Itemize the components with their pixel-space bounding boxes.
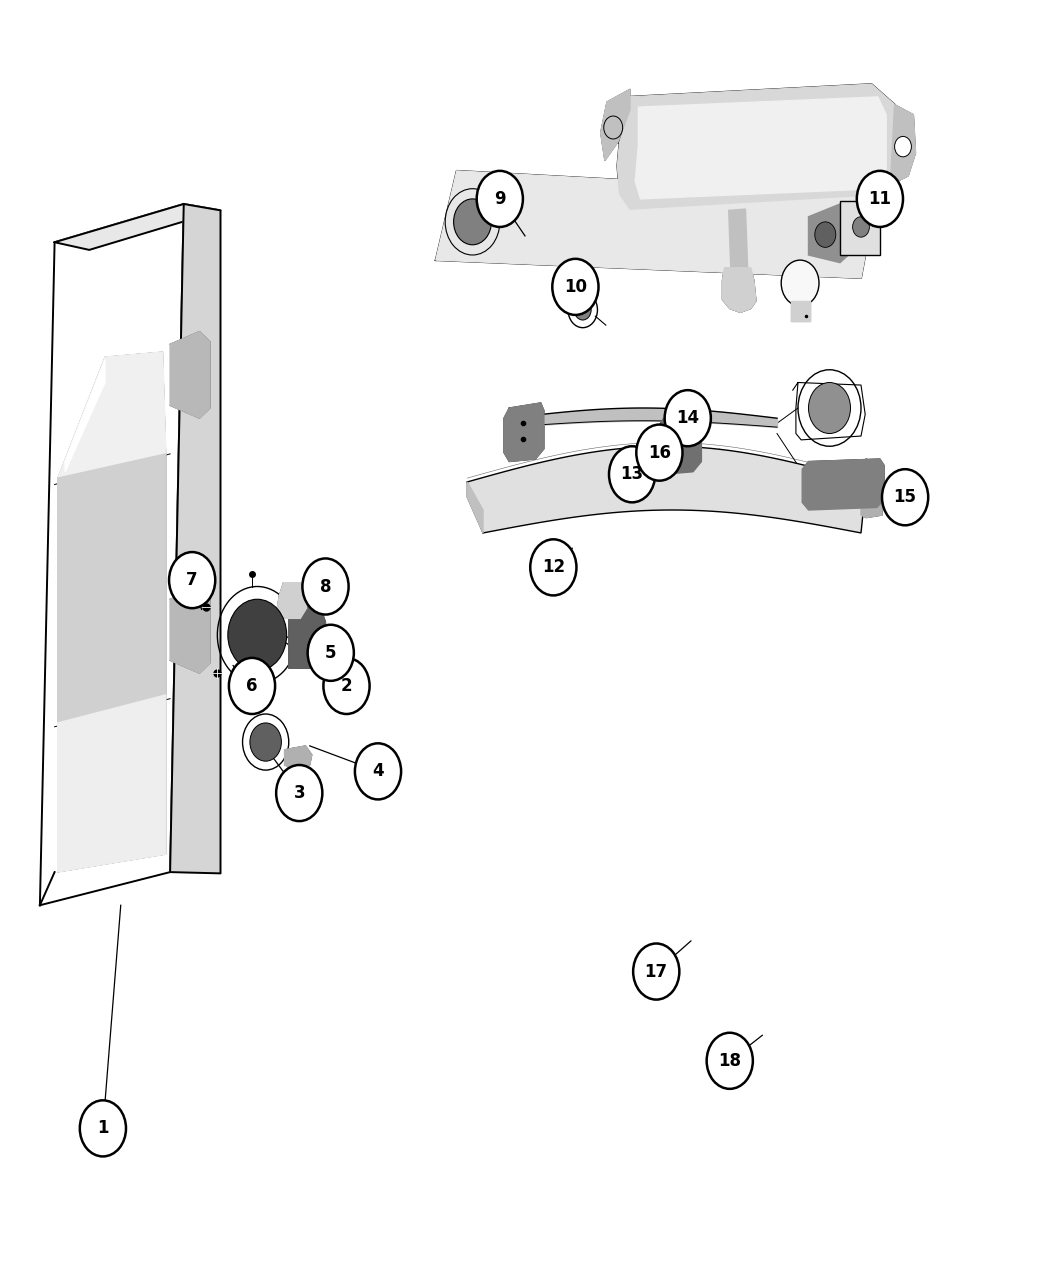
Polygon shape (504, 403, 544, 462)
Polygon shape (277, 583, 307, 618)
Circle shape (574, 300, 591, 320)
Circle shape (169, 552, 215, 608)
Circle shape (454, 199, 491, 245)
Circle shape (530, 539, 576, 595)
Circle shape (857, 171, 903, 227)
Polygon shape (436, 171, 877, 278)
Polygon shape (467, 482, 483, 533)
Polygon shape (467, 446, 866, 533)
Text: 2: 2 (340, 677, 353, 695)
Circle shape (853, 217, 869, 237)
Polygon shape (58, 454, 166, 723)
Polygon shape (617, 84, 899, 209)
Polygon shape (170, 332, 210, 418)
Circle shape (323, 658, 370, 714)
Text: 13: 13 (621, 465, 644, 483)
Polygon shape (55, 204, 220, 250)
Polygon shape (65, 360, 105, 472)
Text: 9: 9 (494, 190, 506, 208)
Text: 7: 7 (186, 571, 198, 589)
Bar (840, 201, 880, 255)
Polygon shape (791, 301, 810, 321)
Circle shape (808, 382, 850, 434)
Circle shape (477, 171, 523, 227)
Circle shape (228, 599, 287, 671)
Polygon shape (890, 105, 916, 185)
Circle shape (882, 469, 928, 525)
Text: 18: 18 (718, 1052, 741, 1070)
Circle shape (665, 390, 711, 446)
Polygon shape (601, 89, 630, 161)
Text: 14: 14 (676, 409, 699, 427)
Polygon shape (802, 459, 884, 510)
Circle shape (276, 765, 322, 821)
Circle shape (781, 260, 819, 306)
Text: 5: 5 (326, 644, 336, 662)
Circle shape (250, 723, 281, 761)
Circle shape (552, 259, 598, 315)
Circle shape (815, 222, 836, 247)
Circle shape (707, 1033, 753, 1089)
Text: 15: 15 (894, 488, 917, 506)
Circle shape (302, 558, 349, 615)
Polygon shape (657, 414, 701, 474)
Text: 1: 1 (98, 1119, 108, 1137)
Text: 6: 6 (247, 677, 257, 695)
Circle shape (80, 1100, 126, 1156)
Polygon shape (170, 586, 210, 673)
Circle shape (636, 425, 682, 481)
Polygon shape (58, 352, 166, 478)
Polygon shape (58, 695, 166, 872)
Polygon shape (285, 746, 312, 770)
Text: 17: 17 (645, 963, 668, 980)
Text: 3: 3 (293, 784, 306, 802)
Text: 8: 8 (320, 578, 331, 595)
Circle shape (895, 136, 911, 157)
Text: 11: 11 (868, 190, 891, 208)
Polygon shape (635, 97, 886, 199)
Circle shape (229, 658, 275, 714)
Polygon shape (289, 607, 326, 668)
Polygon shape (729, 209, 748, 269)
Polygon shape (861, 459, 882, 518)
Text: 12: 12 (542, 558, 565, 576)
Text: 16: 16 (648, 444, 671, 462)
Circle shape (355, 743, 401, 799)
Polygon shape (722, 268, 756, 312)
Circle shape (609, 446, 655, 502)
Text: 10: 10 (564, 278, 587, 296)
Circle shape (633, 944, 679, 1000)
Polygon shape (170, 204, 220, 873)
Polygon shape (808, 204, 848, 263)
Circle shape (308, 625, 354, 681)
Text: 4: 4 (372, 762, 384, 780)
